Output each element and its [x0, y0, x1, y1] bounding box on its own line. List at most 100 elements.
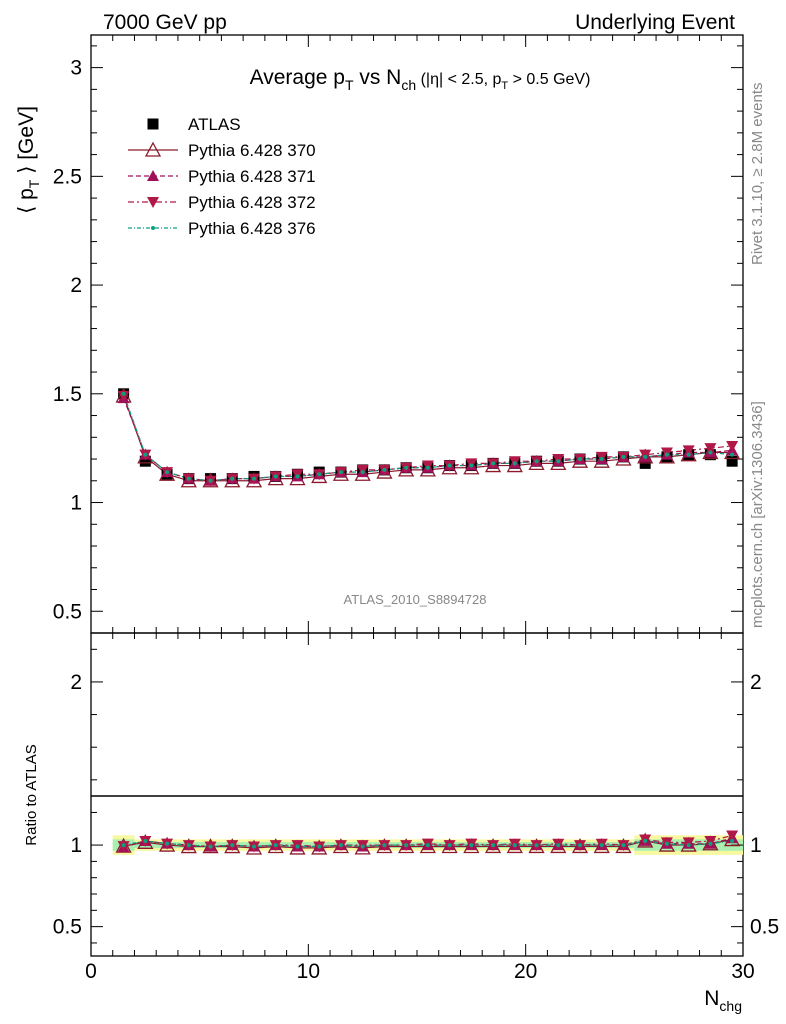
series-point-4	[208, 478, 213, 483]
series-point-3	[682, 445, 695, 457]
chart-title: Average pT vs Nch (|η| < 2.5, pT > 0.5 G…	[250, 66, 591, 93]
series-point-4	[621, 454, 626, 459]
x-tick-label: 30	[731, 960, 754, 983]
ratio-point-4	[512, 843, 517, 848]
ratio-plot-frame	[90, 632, 744, 957]
series-point-1	[702, 444, 719, 460]
y-tick-label: 2	[70, 274, 82, 297]
series-point-4	[643, 454, 648, 459]
title-main-sub: T	[345, 77, 354, 93]
series-point-4	[360, 470, 365, 475]
ratio-point-4	[252, 844, 256, 849]
title-cut2: > 0.5 GeV)	[508, 71, 590, 88]
series-point-4	[469, 463, 474, 468]
ratio-point-4	[404, 843, 409, 848]
y-tick-label: 3	[70, 57, 82, 80]
series-point-4	[708, 450, 713, 455]
series-point-4	[165, 470, 170, 475]
y-tick-label: 1.5	[53, 383, 82, 406]
ratio-tick-label-right: 2	[750, 671, 762, 694]
ratio-point-4	[599, 843, 604, 848]
atlas-point	[139, 455, 151, 467]
x-tick-label: 10	[297, 960, 320, 983]
ratio-point-4	[360, 844, 365, 849]
y-axis-label-text: ⟨ p	[15, 188, 38, 214]
legend-label-3: Pythia 6.428 372	[188, 193, 316, 212]
series-point-4	[252, 476, 256, 481]
ratio-point-4	[708, 841, 713, 846]
series-point-4	[556, 459, 561, 464]
series-point-4	[404, 465, 409, 470]
ratio-point-1	[637, 832, 654, 848]
y-tick-label: 0.5	[53, 600, 82, 623]
ratio-point-4	[469, 843, 474, 848]
ratio-point-4	[230, 843, 235, 848]
y-tick-label: 2.5	[53, 165, 82, 188]
ratio-line-4	[123, 840, 733, 848]
series-point-1	[637, 448, 654, 464]
ratio-point-3	[704, 836, 717, 848]
ratio-point-4	[578, 843, 582, 848]
ratio-point-4	[121, 843, 126, 848]
ratio-axis-label: Ratio to ATLAS	[23, 744, 40, 845]
ratio-point-4	[447, 843, 452, 848]
ratio-tick-label: 2	[70, 671, 82, 694]
ratio-point-4	[382, 843, 387, 848]
legend-marker-2	[147, 170, 159, 181]
y-axis-label-sub: T	[26, 179, 42, 188]
y-axis-label-tail: ⟩ [GeV]	[15, 106, 38, 180]
series-point-4	[121, 391, 126, 396]
ratio-point-4	[664, 841, 669, 846]
series-point-4	[186, 476, 191, 481]
data-series	[115, 387, 741, 488]
title-main: Average p	[250, 66, 345, 89]
x-tick-label: 0	[85, 960, 97, 983]
legend-marker-1	[144, 141, 162, 157]
ratio-tick-label: 1	[70, 834, 82, 857]
series-point-4	[295, 474, 300, 479]
legend-label-2: Pythia 6.428 371	[188, 167, 316, 186]
ratio-point-4	[534, 843, 539, 848]
legend-marker-0	[147, 118, 159, 130]
x-axis-label-text: N	[704, 987, 719, 1010]
header-right: Underlying Event	[575, 11, 735, 34]
series-point-3	[117, 390, 130, 402]
ratio-point-4	[186, 843, 191, 848]
title-vs-sub: ch	[401, 77, 416, 93]
series-point-3	[726, 440, 739, 452]
ratio-point-4	[686, 843, 691, 848]
ratio-point-3	[682, 837, 695, 849]
ratio-point-4	[338, 843, 343, 848]
ratio-tick-label-right: 1	[750, 834, 762, 857]
rivet-label: Rivet 3.1.10, ≥ 2.8M events	[749, 83, 766, 266]
legend-label-0: ATLAS	[188, 115, 241, 134]
series-point-4	[534, 459, 539, 464]
series-point-3	[704, 443, 717, 455]
ratio-point-4	[143, 838, 148, 843]
series-point-4	[491, 461, 496, 466]
series-point-4	[317, 472, 322, 477]
y-tick-label: 1	[70, 492, 82, 515]
series-point-4	[686, 452, 691, 457]
series-point-4	[273, 474, 278, 479]
ratio-tick-label: 0.5	[53, 916, 82, 939]
ratio-tick-label-right: 0.5	[750, 916, 779, 939]
legend-label-4: Pythia 6.428 376	[188, 219, 316, 238]
y-axis-label: ⟨ pT ⟩ [GeV]	[15, 106, 42, 214]
atlas-point	[726, 455, 738, 467]
series-point-4	[730, 452, 735, 457]
series-point-4	[143, 452, 148, 457]
title-cut1: (|η| < 2.5, p	[416, 71, 501, 88]
series-point-4	[338, 470, 343, 475]
ratio-point-4	[208, 844, 213, 849]
series-point-4	[447, 463, 452, 468]
ratio-point-4	[295, 844, 300, 849]
ratio-point-4	[425, 843, 430, 848]
ratio-point-4	[621, 843, 626, 848]
series-point-4	[382, 467, 387, 472]
ratio-point-4	[491, 843, 496, 848]
series-point-4	[230, 476, 235, 481]
ratio-point-4	[165, 841, 170, 846]
legend-marker-3	[147, 197, 159, 208]
ratio-point-4	[556, 843, 561, 848]
